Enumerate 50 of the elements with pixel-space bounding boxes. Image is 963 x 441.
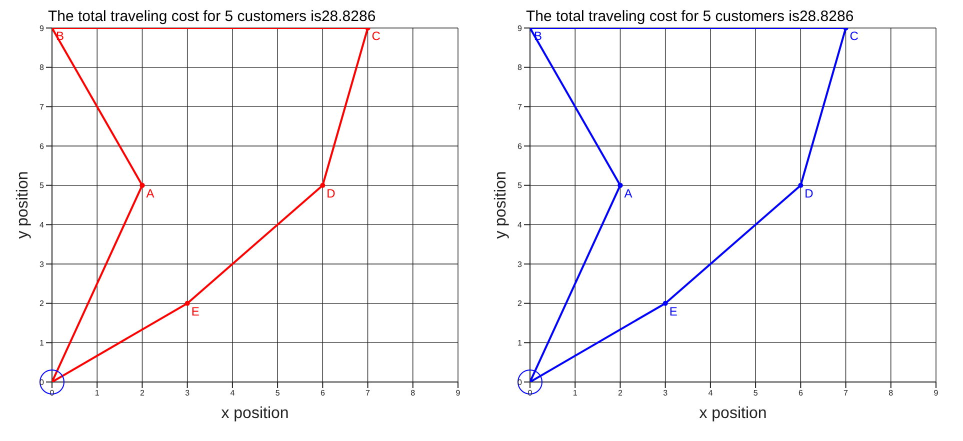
- y-tick-label: 9: [40, 24, 45, 33]
- annotation: C: [372, 29, 381, 43]
- y-tick-label: 3: [40, 260, 45, 269]
- x-tick-label: 6: [320, 388, 326, 398]
- y-tick-label: 2: [40, 299, 45, 308]
- x-tick-label: 2: [140, 388, 145, 398]
- y-tick-label: 4: [518, 220, 523, 230]
- x-tick-label: 7: [844, 388, 849, 398]
- y-tick-label: 3: [518, 260, 523, 269]
- y-axis-title: y position: [14, 171, 32, 239]
- x-tick-label: 5: [753, 388, 758, 398]
- x-tick-label: 5: [275, 388, 280, 398]
- y-tick-label: 5: [518, 181, 523, 190]
- y-tick-label: 4: [40, 220, 45, 230]
- y-axis-title: y position: [492, 171, 510, 239]
- y-tick-label: 5: [40, 181, 45, 190]
- x-tick-label: 9: [934, 388, 939, 398]
- chart-title: The total traveling cost for 5 customers is28.8286: [526, 8, 854, 25]
- x-tick-label: 7: [366, 388, 371, 398]
- x-axis-title: x position: [699, 405, 767, 422]
- annotation: E: [191, 304, 200, 318]
- annotation: C: [850, 29, 859, 43]
- annotation: D: [326, 186, 336, 200]
- chart-title: The total traveling cost for 5 customers is28.8286: [48, 8, 376, 25]
- y-tick-label: 6: [518, 142, 523, 151]
- x-tick-label: 8: [888, 388, 894, 398]
- x-tick-label: 6: [798, 388, 804, 398]
- y-tick-label: 1: [518, 338, 523, 348]
- y-tick-label: 1: [40, 338, 45, 348]
- y-tick-label: 2: [518, 299, 523, 308]
- x-tick-label: 2: [618, 388, 623, 398]
- x-tick-label: 4: [708, 388, 714, 398]
- y-tick-label: 8: [40, 63, 45, 72]
- annotation: A: [146, 186, 154, 200]
- x-axis-title: x position: [221, 405, 289, 422]
- x-tick-label: 9: [456, 388, 461, 398]
- x-tick-label: 1: [572, 388, 578, 398]
- annotation: A: [624, 186, 632, 200]
- x-tick-label: 3: [663, 388, 668, 398]
- y-tick-label: 7: [40, 102, 45, 112]
- y-tick-label: 8: [518, 63, 523, 72]
- x-tick-label: 8: [410, 388, 416, 398]
- annotation: D: [804, 186, 814, 200]
- y-tick-label: 7: [518, 102, 523, 112]
- annotation: E: [669, 304, 678, 318]
- x-tick-label: 3: [185, 388, 190, 398]
- y-tick-label: 9: [518, 24, 523, 33]
- y-tick-label: 6: [40, 142, 45, 151]
- x-tick-label: 1: [94, 388, 100, 398]
- x-tick-label: 4: [230, 388, 236, 398]
